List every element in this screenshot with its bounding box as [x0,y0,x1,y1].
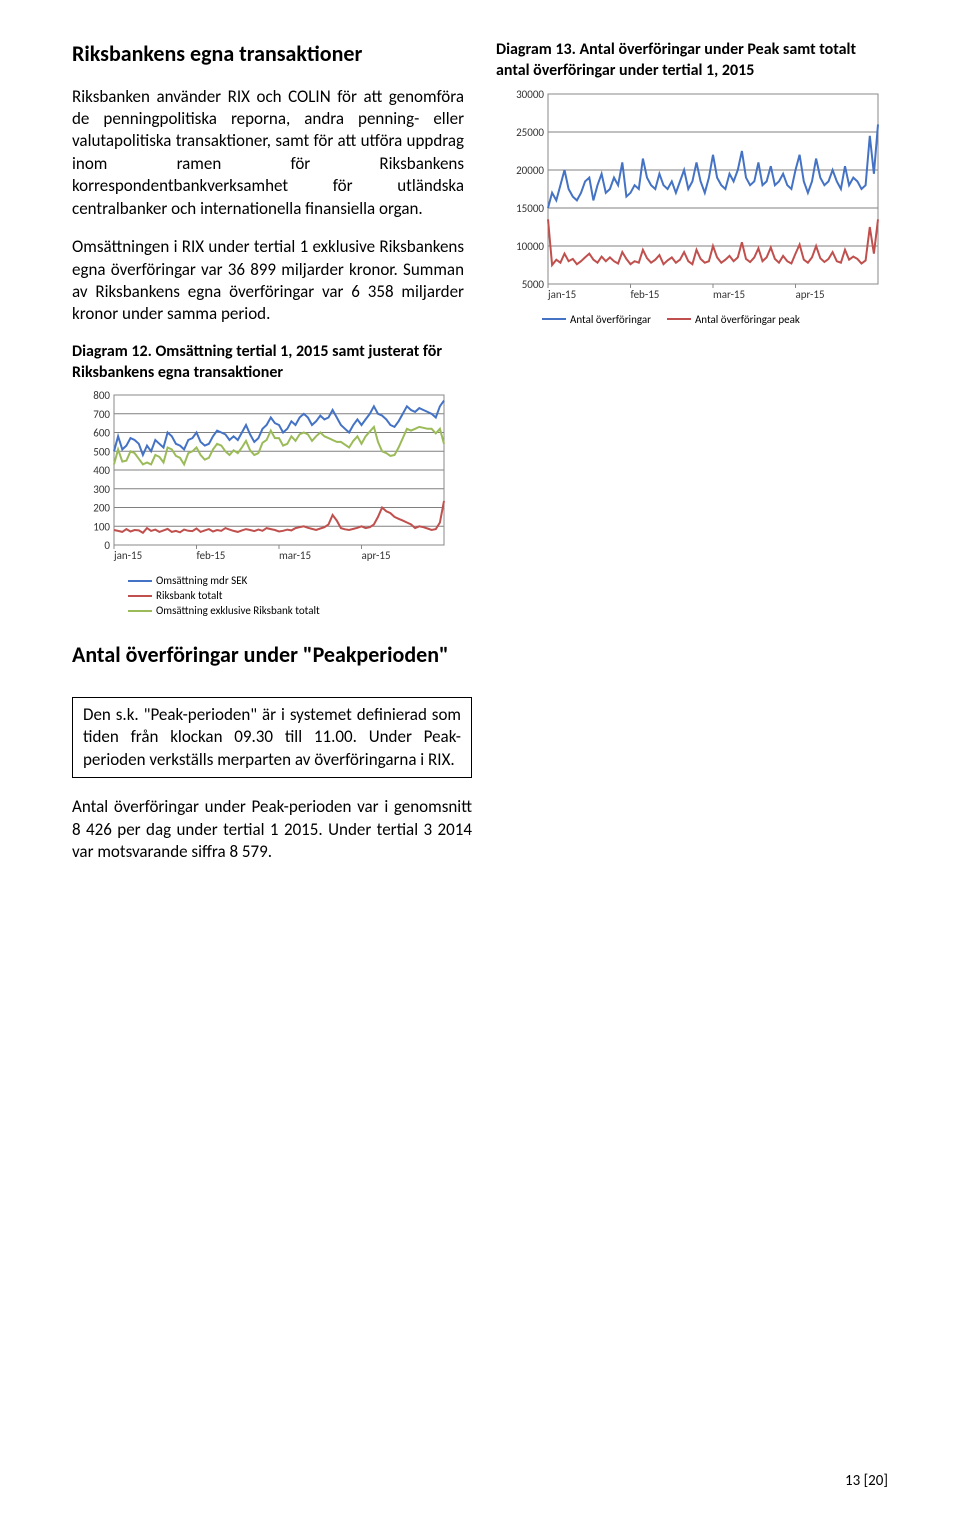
page-number: 13 [20] [845,1472,888,1490]
svg-text:feb-15: feb-15 [197,549,226,562]
svg-text:400: 400 [93,464,110,477]
svg-text:30000: 30000 [516,88,544,101]
svg-text:300: 300 [93,483,110,496]
svg-text:feb-15: feb-15 [631,288,660,301]
svg-text:jan-15: jan-15 [547,288,576,301]
svg-text:200: 200 [93,502,110,515]
chart13: 5000 10000 15000 20000 25000 30000 jan-15 feb-1… [496,88,888,326]
svg-text:jan-15: jan-15 [113,549,142,562]
svg-text:apr-15: apr-15 [362,549,391,562]
svg-text:mar-15: mar-15 [713,288,745,301]
svg-text:15000: 15000 [516,202,544,215]
svg-text:5000: 5000 [522,278,545,291]
chart13-title: Diagram 13. Antal överföringar under Pea… [496,40,888,82]
svg-text:500: 500 [93,446,110,459]
legend-item: Riksbank totalt [128,589,464,602]
svg-text:apr-15: apr-15 [796,288,825,301]
svg-text:600: 600 [93,427,110,440]
svg-text:mar-15: mar-15 [279,549,311,562]
svg-text:10000: 10000 [516,240,544,253]
para-riksbank-1: Riksbanken använder RIX och COLIN för at… [72,86,464,221]
para-riksbank-2: Omsättningen i RIX under tertial 1 exklu… [72,236,464,326]
legend-item: Omsättning exklusive Riksbank totalt [128,604,464,617]
svg-text:0: 0 [104,539,110,552]
svg-text:100: 100 [93,521,110,534]
svg-text:800: 800 [93,389,110,402]
svg-text:700: 700 [93,408,110,421]
legend-item: Omsättning mdr SEK [128,574,464,587]
peak-definition-text: Den s.k. "Peak-perioden" är i systemet d… [83,704,461,771]
section-title-peak: Antal överföringar under "Peakperioden" [72,641,464,669]
chart12-title: Diagram 12. Omsättning tertial 1, 2015 s… [72,342,464,384]
section-title-riksbank: Riksbankens egna transaktioner [72,40,464,68]
svg-text:20000: 20000 [516,164,544,177]
legend-item: Antal överföringar peak [667,313,800,326]
chart12: 0 100 200 300 400 500 600 700 800 jan-15 feb-15 mar… [72,389,464,617]
svg-text:25000: 25000 [516,126,544,139]
legend-item: Antal överföringar [542,313,651,326]
para-peak-stats: Antal överföringar under Peak-perioden v… [72,796,472,863]
peak-definition-box: Den s.k. "Peak-perioden" är i systemet d… [72,697,472,778]
